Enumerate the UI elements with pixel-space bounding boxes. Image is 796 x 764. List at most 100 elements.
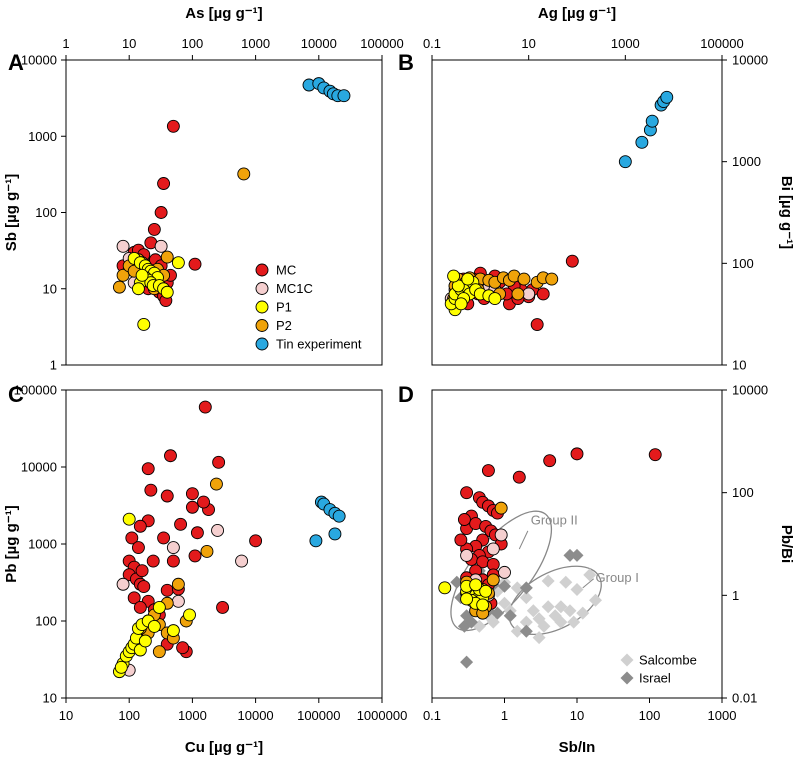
panel-c-point-p1 (138, 634, 152, 648)
panel-b-point-p2 (517, 272, 531, 286)
group-i-label: Group I (596, 570, 639, 585)
panel-c-point-mc (164, 449, 177, 463)
panel-d-point-israel (570, 548, 584, 562)
panel-d-point-mc1c (494, 528, 508, 542)
panel-d-point-israel (563, 548, 577, 562)
panel-d-point-mc (512, 470, 526, 484)
legend-label-salcombe: Salcombe (639, 653, 697, 668)
panel-b-letter: B (398, 50, 414, 75)
panel-a-x-title: As [µg g⁻¹] (185, 5, 262, 22)
panel-c-xtick-label: 100000 (297, 708, 340, 723)
legend-marker-p1 (255, 300, 269, 314)
legend-marker-mc1c (255, 282, 269, 295)
legend-marker-mc (255, 263, 269, 277)
panel-c-xtick-label: 1000 (178, 708, 207, 723)
panel-c-point-p1 (166, 624, 180, 638)
panel-a-xtick-label: 100000 (360, 36, 403, 51)
panel-d-point-israel (519, 581, 533, 595)
panel-a-ytick-label: 1000 (28, 129, 57, 144)
panel-b-ytick-label: 10000 (732, 53, 768, 68)
panel-c-point-mc (160, 583, 174, 597)
panel-c-point-mc1c (211, 523, 224, 537)
panel-c-point-mc (216, 600, 230, 614)
panel-c-xtick-label: 10000 (238, 708, 274, 723)
panel-a-point-p2 (112, 280, 126, 294)
panel-a-point-mc (147, 222, 161, 236)
legend-label-israel: Israel (639, 671, 671, 686)
panel-b-point-tin-experiment (645, 114, 659, 128)
panel-a-point-p2 (237, 167, 251, 181)
legend-label-tin-experiment: Tin experiment (276, 337, 362, 352)
panel-c-point-p2 (200, 545, 214, 558)
panel-d-point-salcombe (532, 631, 546, 645)
panel-b-point-p2 (511, 287, 525, 301)
panel-c-xtick-label: 1000000 (357, 708, 408, 723)
panel-b-ytick-label: 1000 (732, 154, 761, 169)
panel-a-ytick-label: 10000 (21, 53, 57, 68)
panel-a-y-title: Sb [µg g⁻¹] (3, 174, 20, 251)
panel-c-point-mc (125, 531, 139, 545)
panel-a-point-mc (166, 119, 180, 133)
panel-c-point-tin-experiment (309, 534, 323, 548)
group-i-leader (582, 578, 595, 589)
panel-d-point-p1 (476, 598, 490, 612)
panel-a-xtick-label: 1000 (241, 36, 270, 51)
panel-c-point-p2 (209, 477, 223, 491)
panel-b-ytick-label: 10 (732, 358, 746, 373)
panel-b-xtick-label: 10 (521, 36, 535, 51)
panel-b-point-mc1c (522, 287, 536, 301)
panel-d-point-israel (498, 579, 511, 593)
panel-d-xtick-label: 100 (639, 708, 661, 723)
panel-c-point-mc (135, 564, 149, 578)
panel-c-point-mc (160, 489, 174, 503)
panel-a-ytick-label: 100 (35, 205, 57, 220)
panel-c-ytick-label: 10000 (21, 460, 57, 475)
panel-c-ytick-label: 1000 (28, 537, 57, 552)
panel-b-point-p1 (454, 297, 468, 311)
panel-c-point-p1 (147, 619, 161, 633)
panel-c-point-mc (133, 519, 147, 533)
panel-a-point-mc (154, 206, 168, 219)
panel-b-point-tin-experiment (635, 135, 649, 149)
panel-c-point-mc (188, 549, 202, 563)
panel-c-x-title: Cu [µg g⁻¹] (185, 739, 263, 756)
panel-c-point-mc (249, 534, 263, 548)
panel-c-xtick-label: 10 (59, 708, 73, 723)
panel-d-point-p2 (494, 501, 508, 515)
panel-d-point-salcombe (510, 624, 524, 638)
panel-d-point-israel (450, 575, 464, 589)
panel-c-point-mc (144, 483, 158, 497)
panel-a-xtick-label: 10000 (301, 36, 337, 51)
panel-a-xtick-label: 10 (122, 36, 136, 51)
panel-b-point-p1 (488, 292, 502, 306)
panel-d-point-salcombe (519, 615, 533, 629)
panel-b-xtick-label: 1000 (611, 36, 640, 51)
panel-a-point-p1 (131, 282, 145, 296)
panel-c-point-p2 (171, 577, 185, 591)
panel-d-ytick-label: 1 (732, 588, 739, 603)
panel-b-xtick-label: 100000 (700, 36, 743, 51)
panel-c-point-mc (174, 517, 188, 531)
panel-c-point-p1 (114, 660, 128, 674)
legend-label-mc: MC (276, 263, 296, 278)
panel-d-point-salcombe (576, 606, 590, 620)
panel-c-xtick-label: 100 (118, 708, 140, 723)
panel-d-point-mc (481, 464, 495, 477)
panel-d-point-salcombe (559, 575, 573, 589)
panel-d-point-p1 (479, 584, 493, 598)
panel-d-point-israel (519, 624, 533, 638)
panel-d-point-israel (460, 655, 474, 669)
panel-c-point-tin-experiment (328, 527, 342, 541)
panel-d-xtick-label: 0.1 (423, 708, 441, 723)
panel-c-point-mc (212, 455, 226, 469)
panel-b-xtick-label: 0.1 (423, 36, 441, 51)
panel-c-point-mc (133, 600, 147, 614)
panel-a-xtick-label: 100 (182, 36, 204, 51)
legend-label-p1: P1 (276, 300, 292, 315)
panel-d-x-title: Sb/In (559, 739, 596, 756)
panel-d-point-salcombe (554, 600, 568, 614)
panel-c-ytick-label: 10 (43, 691, 57, 706)
panel-d-point-israel (464, 615, 478, 629)
panel-d-point-israel (490, 606, 504, 620)
legend-marker-israel (620, 671, 634, 685)
